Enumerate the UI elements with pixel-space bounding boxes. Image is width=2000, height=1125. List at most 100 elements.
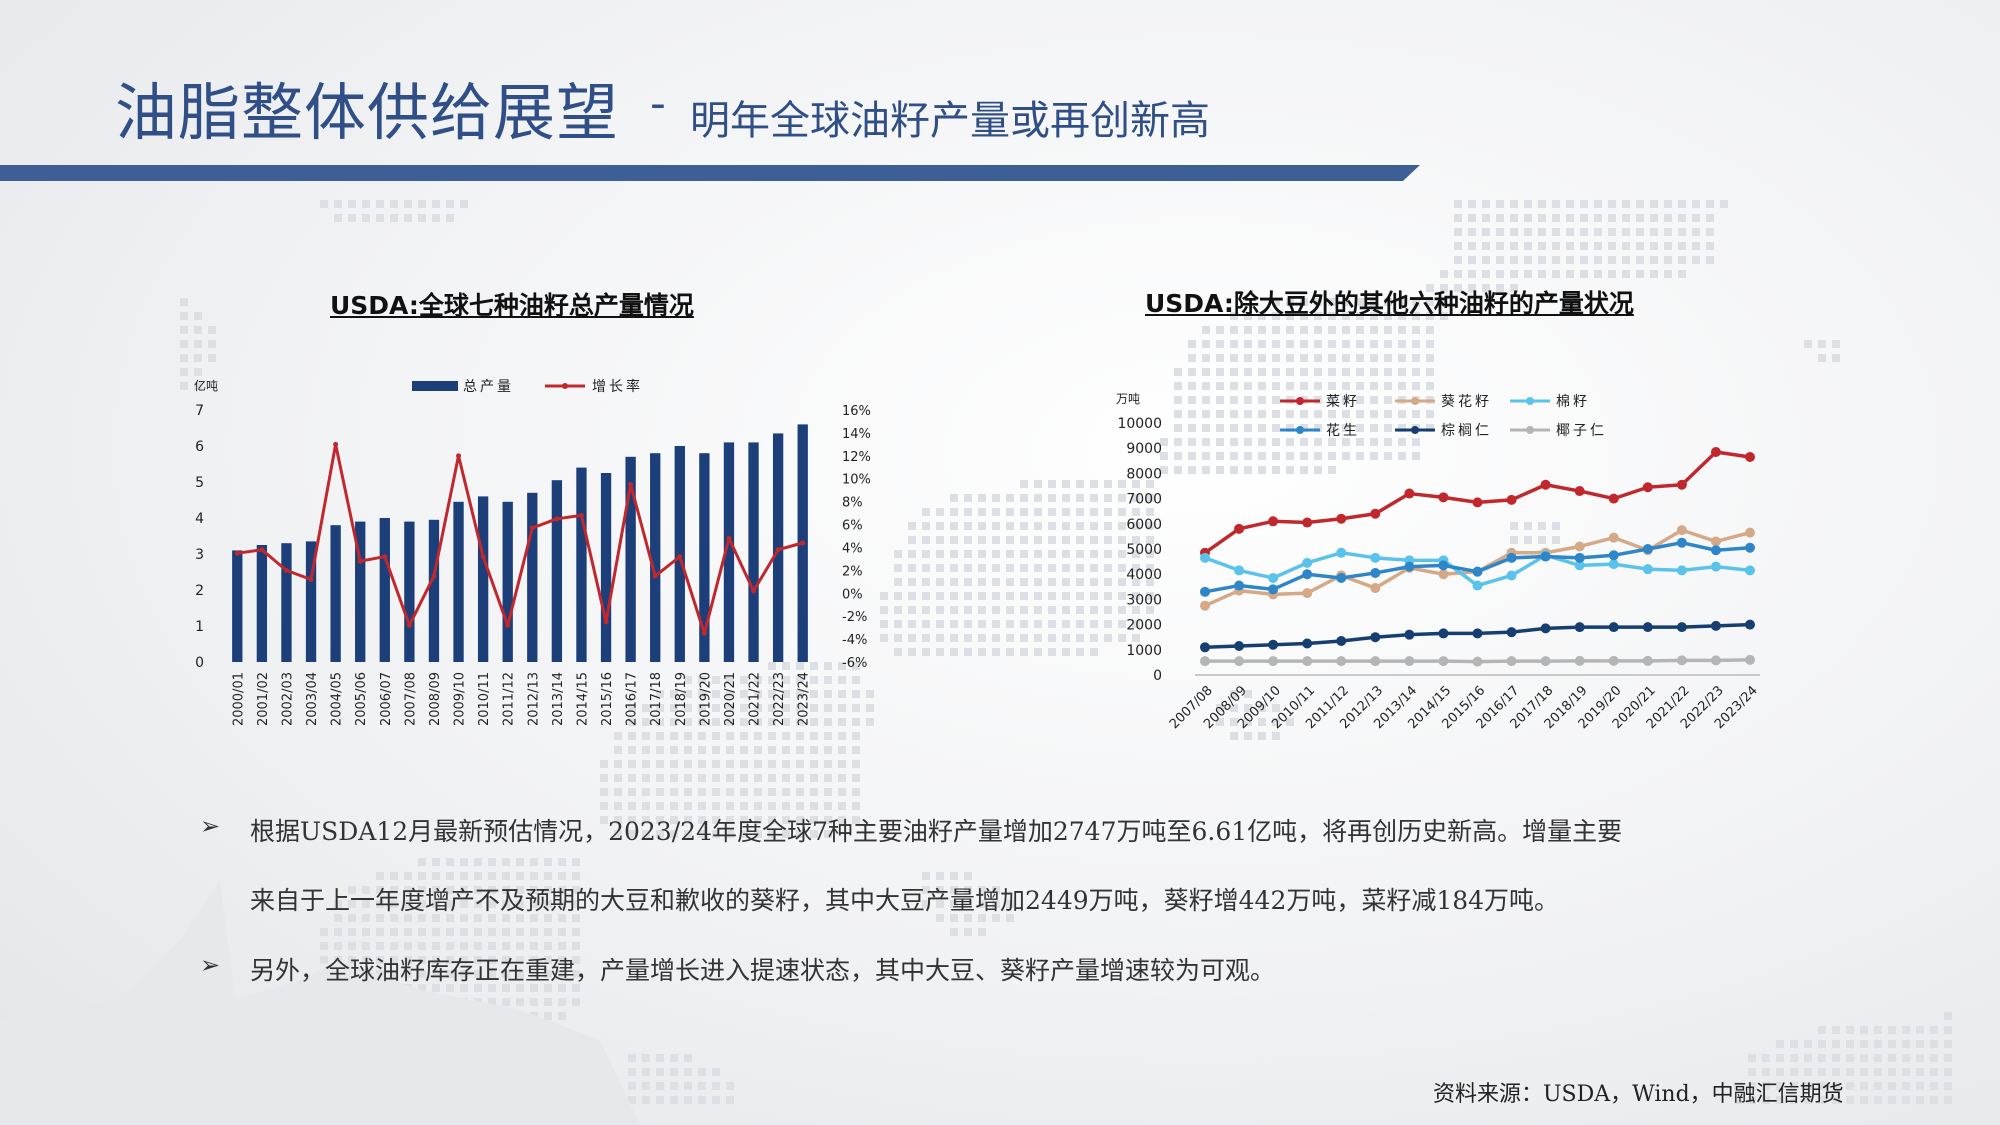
map-dot [964,536,972,544]
map-dot [1230,732,1238,740]
map-dot [1034,634,1042,642]
map-dot [180,340,188,348]
map-dot [1524,256,1532,264]
right-tick-label: -6% [842,656,867,671]
map-dot [1034,522,1042,530]
map-dot [1426,298,1434,306]
map-dot [1650,270,1658,278]
map-dot [572,886,580,894]
growth-rate-point [234,550,240,556]
map-dot [838,760,846,768]
map-dot [1566,228,1574,236]
map-dot [628,1082,636,1090]
map-dot [852,816,860,824]
map-dot [1132,480,1140,488]
map-dot [530,984,538,992]
map-dot [1258,466,1266,474]
map-dot [1146,578,1154,586]
map-dot [1202,354,1210,362]
map-dot [418,956,426,964]
map-dot [446,886,454,894]
map-dot [1342,326,1350,334]
map-dot [740,802,748,810]
series-point [1574,560,1585,571]
map-dot [1034,648,1042,656]
map-dot [1006,564,1014,572]
map-dot [1244,340,1252,348]
map-dot [768,662,776,670]
map-dot [600,788,608,796]
map-dot [992,648,1000,656]
series-point [1574,552,1585,563]
bullet-arrow-icon: ➢ [200,812,221,840]
map-dot [922,550,930,558]
map-dot [1006,522,1014,530]
bar [477,496,489,662]
map-dot [1188,368,1196,376]
map-dot [1020,494,1028,502]
map-dot [1272,438,1280,446]
map-dot [1888,1082,1896,1090]
map-dot [208,326,216,334]
map-dot [782,788,790,796]
map-dot [1636,228,1644,236]
map-dot [1860,1096,1868,1104]
map-dot [1202,382,1210,390]
series-point [1472,566,1483,577]
map-dot [782,760,790,768]
map-dot [390,928,398,936]
map-dot [782,816,790,824]
map-dot [1062,522,1070,530]
map-dot [656,690,664,698]
map-dot [1384,298,1392,306]
map-dot [642,802,650,810]
map-dot [1216,718,1224,726]
map-dot [1146,592,1154,600]
map-dot [1496,214,1504,222]
map-dot [1916,1040,1924,1048]
map-dot [1748,1068,1756,1076]
series-point [1540,479,1551,490]
map-dot [1538,256,1546,264]
map-dot [432,928,440,936]
map-dot [1398,354,1406,362]
map-dot [1580,214,1588,222]
map-dot [1076,634,1084,642]
series-point [1676,622,1687,633]
bar [502,501,513,662]
map-dot [782,718,790,726]
map-dot [1188,466,1196,474]
series-point [1336,513,1347,524]
map-dot [964,578,972,586]
map-dot [1608,214,1616,222]
map-dot [1230,340,1238,348]
map-dot [1244,368,1252,376]
map-dot [1412,382,1420,390]
growth-rate-point [333,441,339,447]
map-dot [446,200,454,208]
map-dot [950,508,958,516]
map-dot [558,942,566,950]
map-dot [1286,438,1294,446]
map-dot [908,564,916,572]
map-dot [1174,396,1182,404]
map-dot [1916,1068,1924,1076]
map-dot [1272,396,1280,404]
map-dot [1650,256,1658,264]
map-dot [1048,592,1056,600]
left-axis-unit: 亿吨 [194,378,218,393]
map-dot [1370,452,1378,460]
map-dot [614,732,622,740]
right-tick-label: 14% [842,427,871,442]
series-point [1540,656,1551,667]
series-point [1404,629,1415,640]
map-dot [1454,200,1462,208]
map-dot [1020,522,1028,530]
map-dot [544,858,552,866]
series-point [1404,561,1415,572]
map-dot [1230,452,1238,460]
map-dot [1272,326,1280,334]
map-dot [950,494,958,502]
map-dot [558,984,566,992]
map-dot [460,872,468,880]
